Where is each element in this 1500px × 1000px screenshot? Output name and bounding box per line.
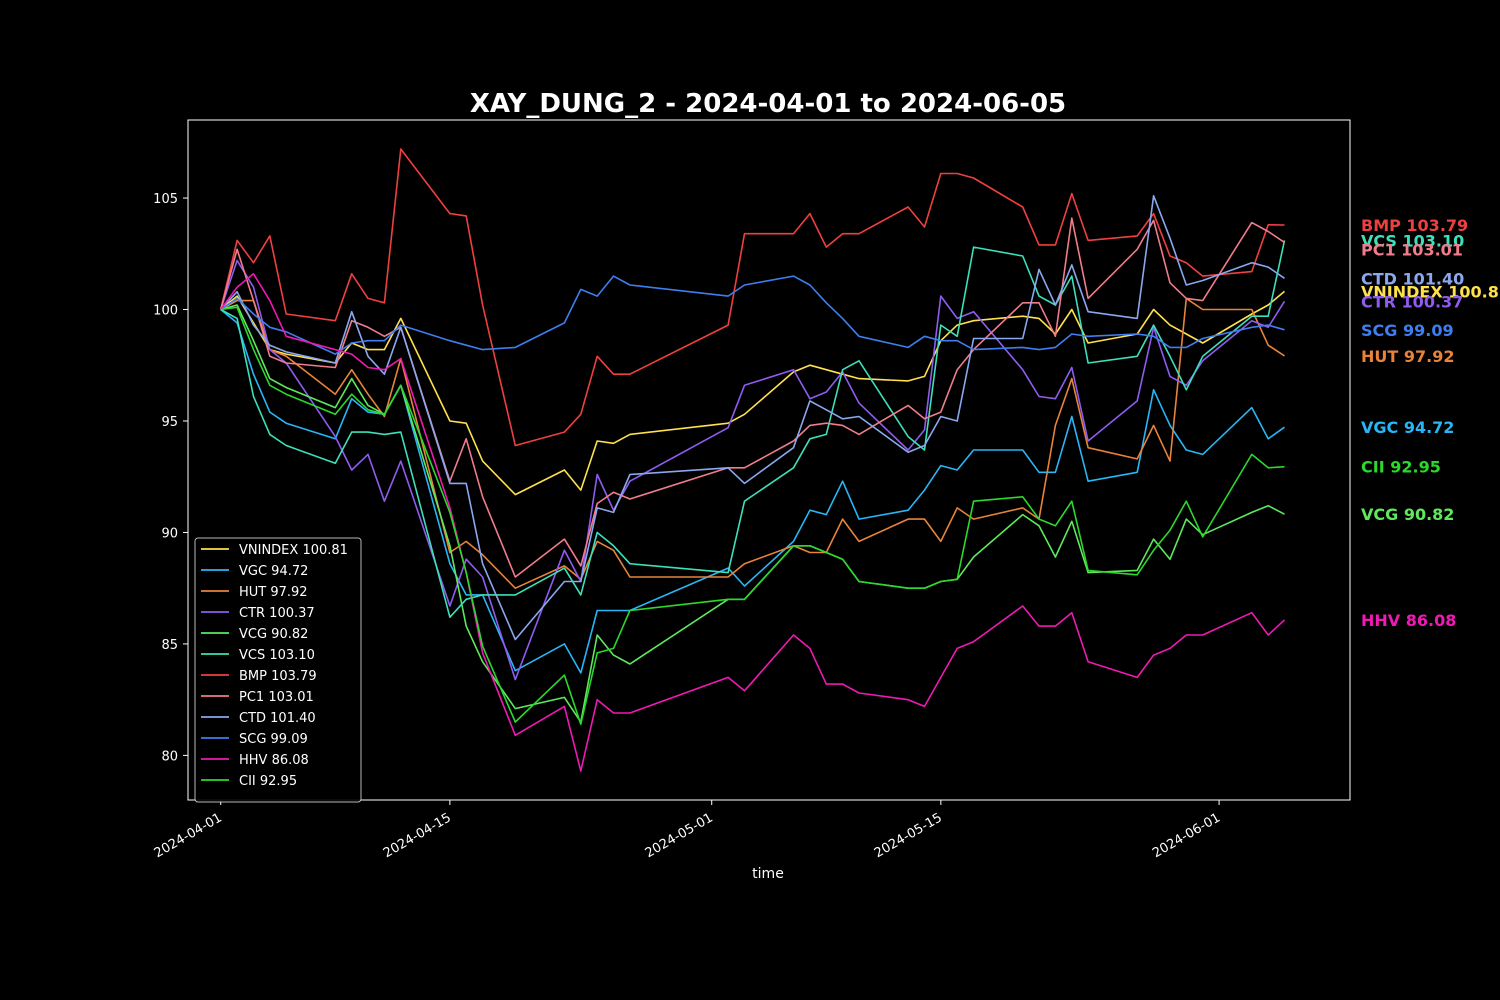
end-label-vgc: VGC 94.72 — [1361, 418, 1454, 437]
series-line-hut — [220, 297, 1285, 590]
series-line-hhv — [220, 272, 1286, 772]
y-tick-label: 90 — [161, 526, 178, 541]
legend-entry-pc1: PC1 103.01 — [239, 690, 314, 705]
end-label-cii: CII 92.95 — [1361, 458, 1441, 477]
series-line-cii — [220, 306, 1285, 726]
plot-frame — [187, 119, 1351, 801]
end-label-vnindex: VNINDEX 100.81 — [1361, 282, 1500, 301]
legend-entry-vgc: VGC 94.72 — [239, 564, 308, 579]
legend-frame — [194, 537, 362, 803]
end-label-hhv: HHV 86.08 — [1361, 611, 1456, 630]
end-label-ctr: CTR 100.37 — [1361, 292, 1463, 311]
series-line-bmp — [219, 148, 1285, 447]
end-label-vcg: VCG 90.82 — [1361, 505, 1454, 524]
series-layer — [219, 148, 1286, 772]
series-line-vgc — [220, 308, 1285, 674]
y-axis: 80 85 90 95 100 105 — [153, 192, 188, 764]
series-line-ctr — [219, 259, 1286, 681]
legend-entry-vnindex: VNINDEX 100.81 — [239, 543, 348, 558]
end-label-bmp: BMP 103.79 — [1361, 216, 1468, 235]
chart-title: XAY_DUNG_2 - 2024-04-01 to 2024-06-05 — [470, 89, 1066, 119]
end-label-pc1: PC1 103.01 — [1361, 240, 1463, 259]
legend-entry-vcs: VCS 103.10 — [239, 648, 315, 663]
legend-entry-vcg: VCG 90.82 — [239, 627, 308, 642]
series-line-pc1 — [219, 217, 1285, 578]
y-tick-label: 95 — [161, 415, 178, 430]
series-line-scg — [220, 275, 1285, 355]
series-line-vnindex — [220, 290, 1286, 496]
legend-entry-hut: HUT 97.92 — [239, 585, 308, 600]
y-tick-label: 80 — [161, 749, 178, 764]
y-tick-label: 105 — [153, 192, 178, 207]
series-line-ctd — [220, 195, 1285, 641]
legend-entry-cii: CII 92.95 — [239, 774, 297, 789]
end-label-ctd: CTD 101.40 — [1361, 269, 1464, 288]
y-tick-label: 85 — [161, 638, 178, 653]
legend: VNINDEX 100.81 VGC 94.72 HUT 97.92 CTR 100.… — [194, 537, 362, 803]
legend-entry-ctr: CTR 100.37 — [239, 606, 315, 621]
end-label-vcs: VCS 103.10 — [1361, 231, 1464, 250]
legend-entry-bmp: BMP 103.79 — [239, 669, 317, 684]
legend-entry-hhv: HHV 86.08 — [239, 753, 309, 768]
x-axis-label: time — [752, 866, 784, 882]
legend-entry-ctd: CTD 101.40 — [239, 711, 316, 726]
y-tick-label: 100 — [153, 304, 178, 319]
end-label-hut: HUT 97.92 — [1361, 347, 1454, 366]
legend-entry-scg: SCG 99.09 — [239, 732, 308, 747]
end-label-scg: SCG 99.09 — [1361, 321, 1454, 340]
series-line-vcs — [220, 240, 1286, 619]
